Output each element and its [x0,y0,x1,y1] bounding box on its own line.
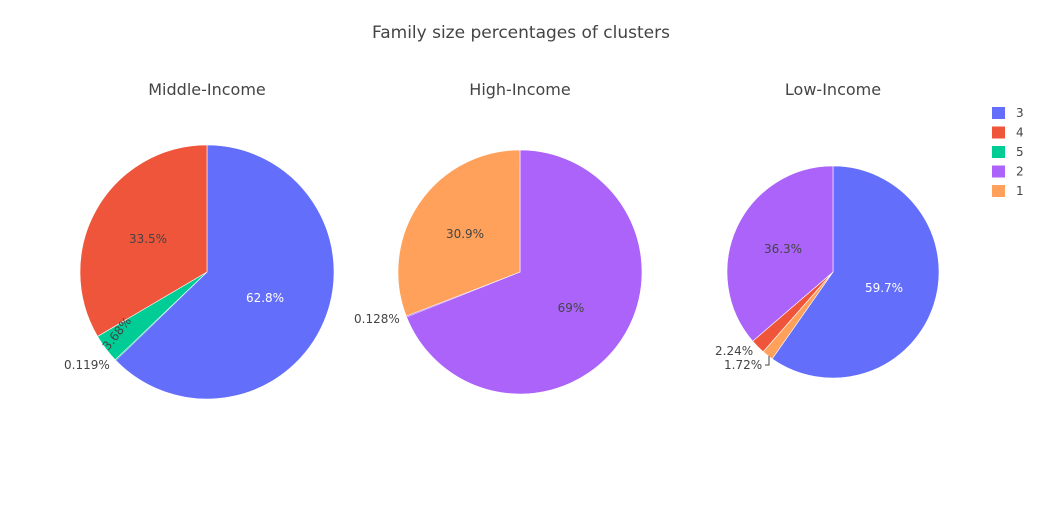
slice-label: 2.24% [715,344,753,358]
slice-label: 0.128% [354,312,400,326]
slice-label: 33.5% [129,232,167,246]
legend-swatch[interactable] [992,126,1005,139]
pie-title-low-income: Low-Income [785,80,881,99]
legend-label[interactable]: 5 [1016,145,1024,159]
pie-middle-income: Middle-Income 62.8%0.119%3.68%33.5% [64,80,335,400]
slice-leader-line [765,356,770,366]
legend-swatch[interactable] [992,107,1005,119]
slice-label: 1.72% [724,358,762,372]
slice-label: 0.119% [64,358,110,372]
legend-label[interactable]: 1 [1016,184,1024,198]
legend-label[interactable]: 2 [1016,165,1024,179]
legend-label[interactable]: 3 [1016,106,1024,120]
pie-slice[interactable] [115,144,335,400]
slice-label: 69% [558,301,585,315]
pie-slice[interactable] [726,165,834,342]
pie-slice[interactable] [406,149,643,395]
pie-high-income: High-Income 69% 0.128% 30.9% [354,80,643,395]
legend-swatch[interactable] [992,165,1005,178]
slice-label: 36.3% [764,242,802,256]
pie-slice[interactable] [79,144,208,337]
pie-title-middle-income: Middle-Income [148,80,266,99]
pie-title-high-income: High-Income [469,80,570,99]
legend-swatch[interactable] [992,185,1005,197]
slice-label: 62.8% [246,291,284,305]
slice-label: 59.7% [865,281,903,295]
slice-label: 30.9% [446,227,484,241]
legend-swatch[interactable] [992,146,1005,158]
pie-slice[interactable] [771,165,940,379]
legend: 3 4 5 2 1 [992,106,1024,198]
legend-label[interactable]: 4 [1016,126,1024,140]
pie-slice[interactable] [397,149,521,317]
chart-title: Family size percentages of clusters [372,23,670,43]
pie-low-income: Low-Income 59.7% 1.72%2.24% 36.3% [715,80,940,379]
